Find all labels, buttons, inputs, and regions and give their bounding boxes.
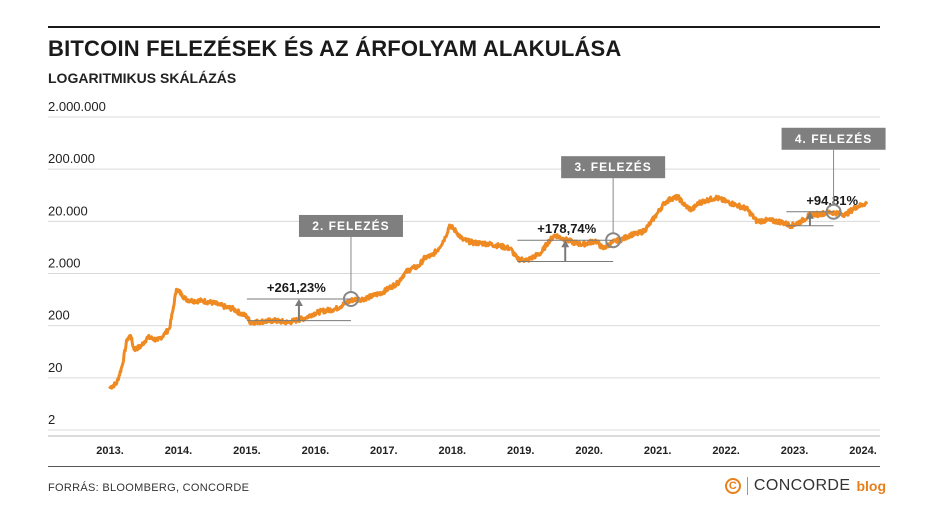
x-tick-label: 2023. — [781, 445, 809, 457]
y-tick-label: 2.000.000 — [48, 99, 106, 114]
top-rule — [48, 26, 880, 28]
brand-name: CONCORDE — [753, 477, 851, 494]
y-tick-label: 2.000 — [48, 256, 81, 271]
brand-divider — [746, 477, 748, 495]
arrow-head — [294, 298, 303, 306]
halving-label: 3. FELEZÉS — [574, 159, 651, 174]
x-tick-label: 2014. — [165, 445, 193, 457]
x-tick-label: 2021. — [644, 445, 672, 457]
y-tick-label: 20 — [48, 360, 62, 375]
x-tick-label: 2013. — [96, 445, 124, 457]
halving-label: 2. FELEZÉS — [312, 218, 389, 233]
concorde-logo-icon: C — [724, 478, 741, 494]
halving-label-box — [781, 127, 886, 150]
x-tick-label: 2018. — [439, 445, 467, 457]
y-tick-label: 200.000 — [48, 151, 95, 166]
x-tick-label: 2019. — [507, 445, 535, 457]
halving-label-box — [561, 156, 666, 179]
x-tick-label: 2024. — [849, 445, 877, 457]
brand-logo-block[interactable]: C CONCORDE blog — [724, 477, 886, 495]
y-tick-label: 200 — [48, 308, 70, 323]
bottom-rule — [48, 466, 880, 467]
halving-label: 4. FELEZÉS — [795, 131, 872, 146]
source-note: FORRÁS: BLOOMBERG, CONCORDE — [48, 482, 250, 494]
price-line — [108, 193, 868, 390]
chart-subtitle: LOGARITMIKUS SKÁLÁZÁS — [48, 70, 237, 86]
x-tick-label: 2022. — [712, 445, 740, 457]
chart-title: BITCOIN FELEZÉSEK ÉS AZ ÁRFOLYAM ALAKULÁ… — [48, 36, 622, 61]
x-tick-label: 2020. — [575, 445, 603, 457]
change-label: +261,23% — [267, 280, 326, 295]
x-tick-label: 2016. — [302, 445, 330, 457]
y-tick-label: 20.000 — [48, 203, 88, 218]
x-tick-label: 2017. — [370, 445, 398, 457]
arrow-head — [805, 211, 814, 219]
y-tick-label: 2 — [48, 412, 55, 427]
arrow-head — [561, 240, 570, 248]
x-tick-label: 2015. — [233, 445, 261, 457]
change-label: +94,81% — [806, 193, 858, 208]
brand-suffix: blog — [856, 478, 886, 494]
change-label: +178,74% — [537, 221, 596, 236]
halving-label-box — [298, 214, 403, 237]
